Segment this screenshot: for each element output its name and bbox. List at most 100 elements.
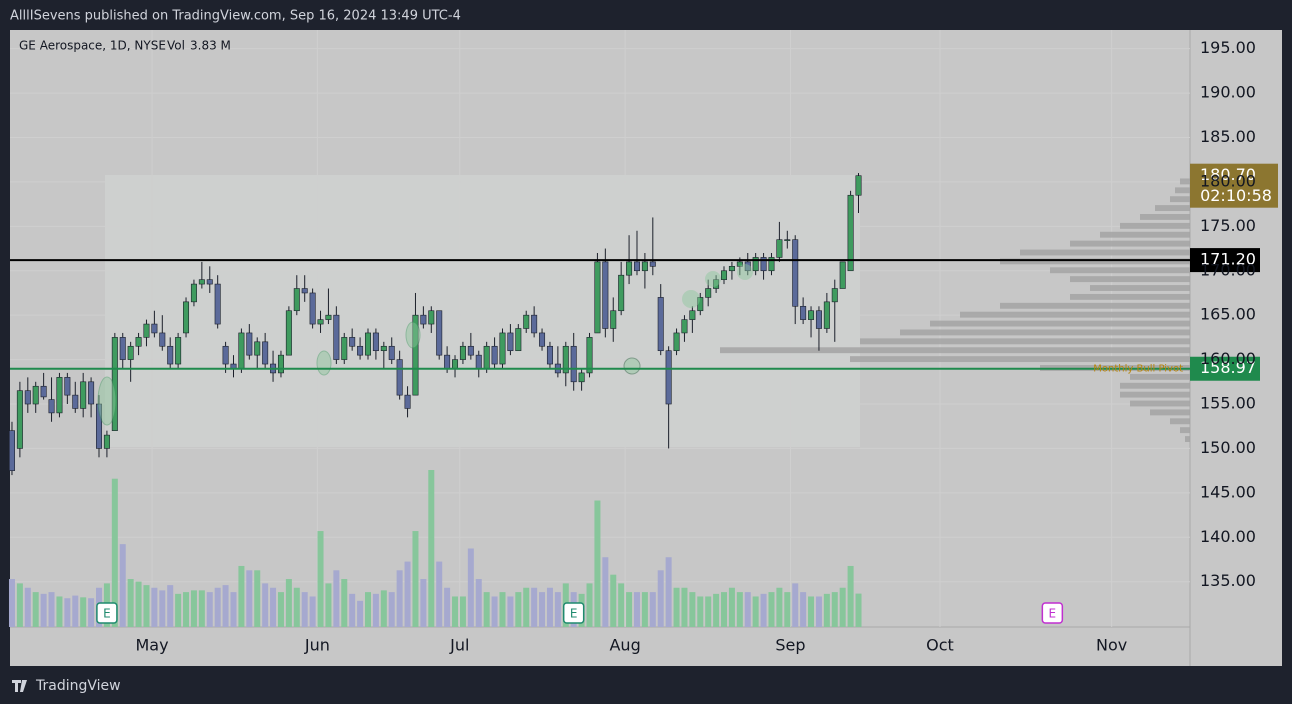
candle-body: [839, 261, 846, 289]
volume-bar: [317, 531, 324, 627]
profile-bar: [1155, 205, 1190, 212]
candle-body: [649, 261, 656, 267]
earnings-marker: [562, 602, 585, 624]
candle-body: [119, 337, 126, 360]
volume-bar: [539, 592, 546, 627]
level-label: 171.20: [1200, 250, 1256, 269]
profile-bar: [1070, 276, 1190, 283]
profile-bar: [1175, 187, 1190, 194]
volume-bar: [222, 585, 229, 627]
candle-body: [681, 319, 688, 334]
candle-body: [238, 332, 245, 369]
volume-bar: [88, 598, 95, 627]
level-badge: [1190, 248, 1260, 273]
volume-bar: [823, 593, 830, 627]
candle-body: [436, 310, 443, 356]
volume-bar: [689, 592, 696, 627]
candle-body: [792, 239, 799, 307]
volume-bar: [277, 592, 284, 627]
volume-bar: [713, 593, 720, 627]
candle-body: [831, 288, 838, 303]
volume-bar: [175, 593, 182, 627]
candle-body: [143, 323, 150, 338]
profile-bar: [720, 347, 1190, 354]
candle-body: [665, 350, 672, 405]
volume-bar: [665, 557, 672, 627]
levels: 171.20 158.97 Monthly Bull Pivot 180.70 02:1…: [10, 163, 1278, 381]
volume-bar: [396, 570, 403, 627]
candle-body: [800, 305, 807, 320]
candle-body: [523, 314, 530, 329]
volume-bar: [230, 592, 237, 627]
candle-body: [96, 403, 103, 449]
candle-body: [88, 381, 95, 405]
volume-bar: [56, 596, 63, 627]
candle-body: [459, 345, 466, 360]
candle-body: [412, 314, 419, 396]
volume-bar: [64, 598, 71, 627]
highlight: [682, 290, 700, 308]
candle-body: [776, 239, 783, 258]
candle-body: [396, 359, 403, 396]
level-name: Monthly Bull Pivot: [1093, 364, 1183, 375]
volume-bar: [452, 596, 459, 627]
footer[interactable]: TradingView: [35, 678, 121, 694]
volume-bar: [8, 579, 15, 627]
x-tick-label: May: [135, 636, 168, 655]
y-tick-label: 145.00: [1200, 482, 1256, 501]
candle-body: [404, 394, 411, 409]
profile-bar: [1000, 258, 1190, 265]
candle-body: [317, 319, 324, 325]
volume-bar: [301, 592, 308, 627]
candle-body: [262, 341, 269, 365]
volume-bar: [325, 583, 332, 627]
candle-body: [309, 292, 316, 325]
candle-body: [808, 310, 815, 320]
y-tick-label: 140.00: [1200, 527, 1256, 546]
countdown: 02:10:58: [1200, 186, 1272, 205]
profile-bar: [1140, 214, 1190, 220]
candle-body: [713, 279, 720, 289]
candle-body: [349, 337, 356, 347]
profile-bar: [1130, 400, 1190, 407]
volume-bar: [483, 592, 490, 627]
volume-bar: [349, 593, 356, 627]
vol-prefix: Vol: [167, 39, 185, 53]
level-badge: [1190, 356, 1260, 381]
candle-body: [641, 261, 648, 272]
logo: [12, 680, 27, 692]
volume-bar: [127, 579, 134, 627]
volume-bar: [515, 592, 522, 627]
profile-bar: [1120, 222, 1190, 229]
candle-body: [752, 257, 759, 272]
candle-body: [697, 297, 704, 312]
volume-bar: [262, 583, 269, 627]
volume-bar: [48, 592, 55, 627]
volume-bar: [633, 592, 640, 627]
candle-body: [222, 345, 229, 365]
volume-bar: [491, 596, 498, 627]
candle-body: [657, 297, 664, 352]
highlight: [316, 350, 332, 376]
candle-body: [515, 328, 522, 352]
volume-bar: [333, 570, 340, 627]
x-tick-label: Oct: [926, 636, 954, 655]
y-tick-label: 175.00: [1200, 216, 1256, 235]
volume-bar: [372, 593, 379, 627]
highlight: [97, 376, 117, 426]
volume-bar: [404, 561, 411, 627]
volume-bar: [135, 581, 142, 627]
volume-bar: [436, 561, 443, 627]
volume-bar: [412, 531, 419, 627]
volume-bar: [285, 579, 292, 627]
volume-bar: [792, 583, 799, 627]
profile-bar: [1020, 249, 1190, 256]
candle-body: [293, 288, 300, 312]
highlight: [405, 321, 421, 349]
volume-bar: [111, 478, 118, 627]
x-tick-label: Jun: [304, 636, 330, 655]
volume-bars: [8, 470, 862, 627]
profile-bar: [930, 320, 1190, 327]
candle-body: [357, 345, 364, 356]
